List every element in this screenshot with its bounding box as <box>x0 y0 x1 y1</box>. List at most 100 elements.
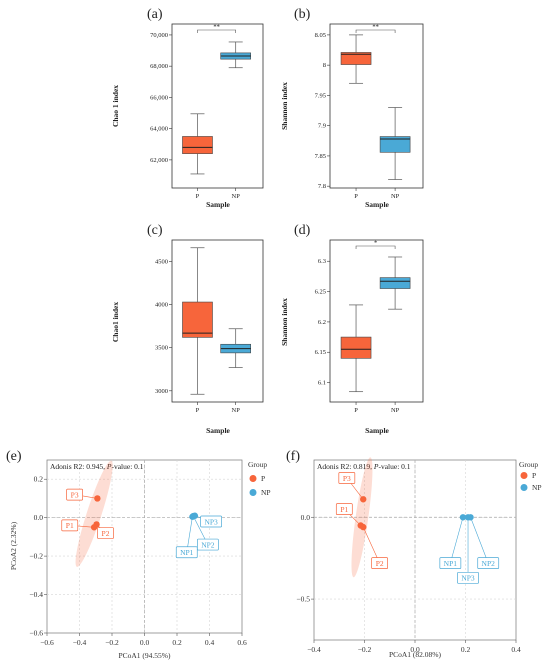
y-tick-label: 3500 <box>155 345 168 352</box>
adonis-annotation: Adonis R2: 0.945, P-value: 0.1 <box>50 462 144 471</box>
y-tick-label: 4500 <box>155 259 168 266</box>
x-axis-label: Sample <box>206 426 230 435</box>
box-p <box>182 247 213 395</box>
significance-bracket <box>197 29 236 33</box>
x-tick-label: P <box>354 193 358 200</box>
point-label-box <box>457 571 479 584</box>
panel-label: (b) <box>294 7 311 22</box>
point-label-box <box>66 488 83 501</box>
point-label: NP3 <box>204 517 218 526</box>
plot-frame <box>171 239 264 403</box>
legend-label: NP <box>532 483 542 492</box>
point-label-box <box>371 557 388 569</box>
leader-line <box>362 526 380 564</box>
y-tick-label: 6.3 <box>318 258 326 265</box>
x-tick-label: −0.2 <box>105 638 119 647</box>
y-tick-label: 0.0 <box>301 513 311 522</box>
box-body <box>340 336 372 359</box>
point-label-box <box>61 519 79 532</box>
point-label-box <box>97 527 114 539</box>
legend-swatch-np <box>249 489 257 496</box>
data-point-np2 <box>190 512 197 520</box>
y-tick-label: 66,000 <box>150 94 168 101</box>
data-point-p2 <box>360 523 367 531</box>
panel-label: (d) <box>294 223 311 238</box>
x-tick-label: NP <box>232 193 241 200</box>
box-body <box>182 136 213 154</box>
y-tick-label: 62,000 <box>150 157 168 164</box>
significance-bracket <box>355 245 396 249</box>
panel-label: (a) <box>147 7 163 22</box>
y-axis-label: PCoA2 (2.32%) <box>9 521 18 570</box>
x-tick-label: P <box>196 407 200 414</box>
point-label: NP1 <box>180 548 194 557</box>
legend-swatch-p <box>520 472 528 479</box>
legend-label: P <box>532 471 536 480</box>
point-label-box <box>200 515 222 528</box>
y-tick-label: 8 <box>323 62 326 69</box>
plot-frame <box>329 239 424 403</box>
x-tick-label: P <box>196 193 200 200</box>
x-tick-label: NP <box>232 407 241 414</box>
y-tick-label: 7.8 <box>318 183 326 190</box>
legend-swatch-p <box>249 475 257 482</box>
data-point-p3 <box>94 495 101 502</box>
point-label-box <box>335 503 353 515</box>
point-label-box <box>197 538 219 551</box>
x-axis-label: PCoA1 (82.08%) <box>389 650 442 659</box>
x-tick-label: P <box>354 407 358 414</box>
x-tick-label: 0.0 <box>410 645 420 654</box>
y-tick-label: 0.0 <box>34 513 44 522</box>
x-tick-label: −0.2 <box>358 645 372 654</box>
panel-label: (e) <box>6 449 22 464</box>
adonis-p: P <box>106 462 112 471</box>
legend-label: NP <box>261 488 271 497</box>
box-body <box>182 301 213 338</box>
box-body <box>379 136 411 153</box>
x-tick-label: 0.2 <box>461 645 471 654</box>
legend-title: Group <box>519 460 538 469</box>
point-label: NP2 <box>482 559 496 568</box>
x-tick-label: 0.4 <box>205 638 215 647</box>
y-tick-label: 8.05 <box>315 32 326 39</box>
y-tick-label: 6.1 <box>318 380 326 387</box>
data-point-p3 <box>360 496 367 503</box>
y-tick-label: −0.6 <box>29 629 43 638</box>
box-np <box>220 328 251 368</box>
x-axis-label: PCoA1 (94.55%) <box>118 651 171 660</box>
point-label: P3 <box>343 474 351 483</box>
y-axis-label: Chao1 index <box>111 302 120 342</box>
point-label: P1 <box>66 521 74 530</box>
adonis-prefix: Adonis R2: 0.819, <box>317 462 374 471</box>
adonis-suffix: -value: 0.1 <box>111 462 143 471</box>
box-np <box>379 107 411 180</box>
x-tick-label: 0.2 <box>172 638 182 647</box>
x-tick-label: NP <box>391 407 400 414</box>
confidence-ellipse-p <box>75 460 113 567</box>
leader-line <box>450 517 464 564</box>
point-label-box <box>477 557 500 569</box>
y-tick-label: 64,000 <box>150 126 168 133</box>
point-label: P1 <box>340 505 348 514</box>
box-body <box>340 52 372 65</box>
box-np <box>220 41 251 69</box>
point-label: P2 <box>102 529 110 538</box>
point-label-box <box>175 546 198 559</box>
y-axis-label: Shannon index <box>280 298 289 346</box>
x-tick-label: −0.4 <box>73 638 87 647</box>
data-point-p2 <box>93 521 100 528</box>
significance-bracket <box>355 29 396 33</box>
x-axis-label: Sample <box>365 426 389 435</box>
y-tick-label: 68,000 <box>150 63 168 70</box>
x-tick-label: 0.6 <box>237 638 247 647</box>
x-axis-label: Sample <box>365 200 389 209</box>
adonis-prefix: Adonis R2: 0.945, <box>50 462 107 471</box>
x-tick-label: 0.4 <box>511 645 521 654</box>
y-tick-label: 4000 <box>155 302 168 309</box>
legend-title: Group <box>248 460 267 469</box>
box-p <box>182 113 213 175</box>
leader-line <box>186 516 193 553</box>
y-tick-label: 0.2 <box>34 475 44 484</box>
x-tick-label: −0.4 <box>307 645 321 654</box>
y-tick-label: 7.9 <box>318 123 326 130</box>
